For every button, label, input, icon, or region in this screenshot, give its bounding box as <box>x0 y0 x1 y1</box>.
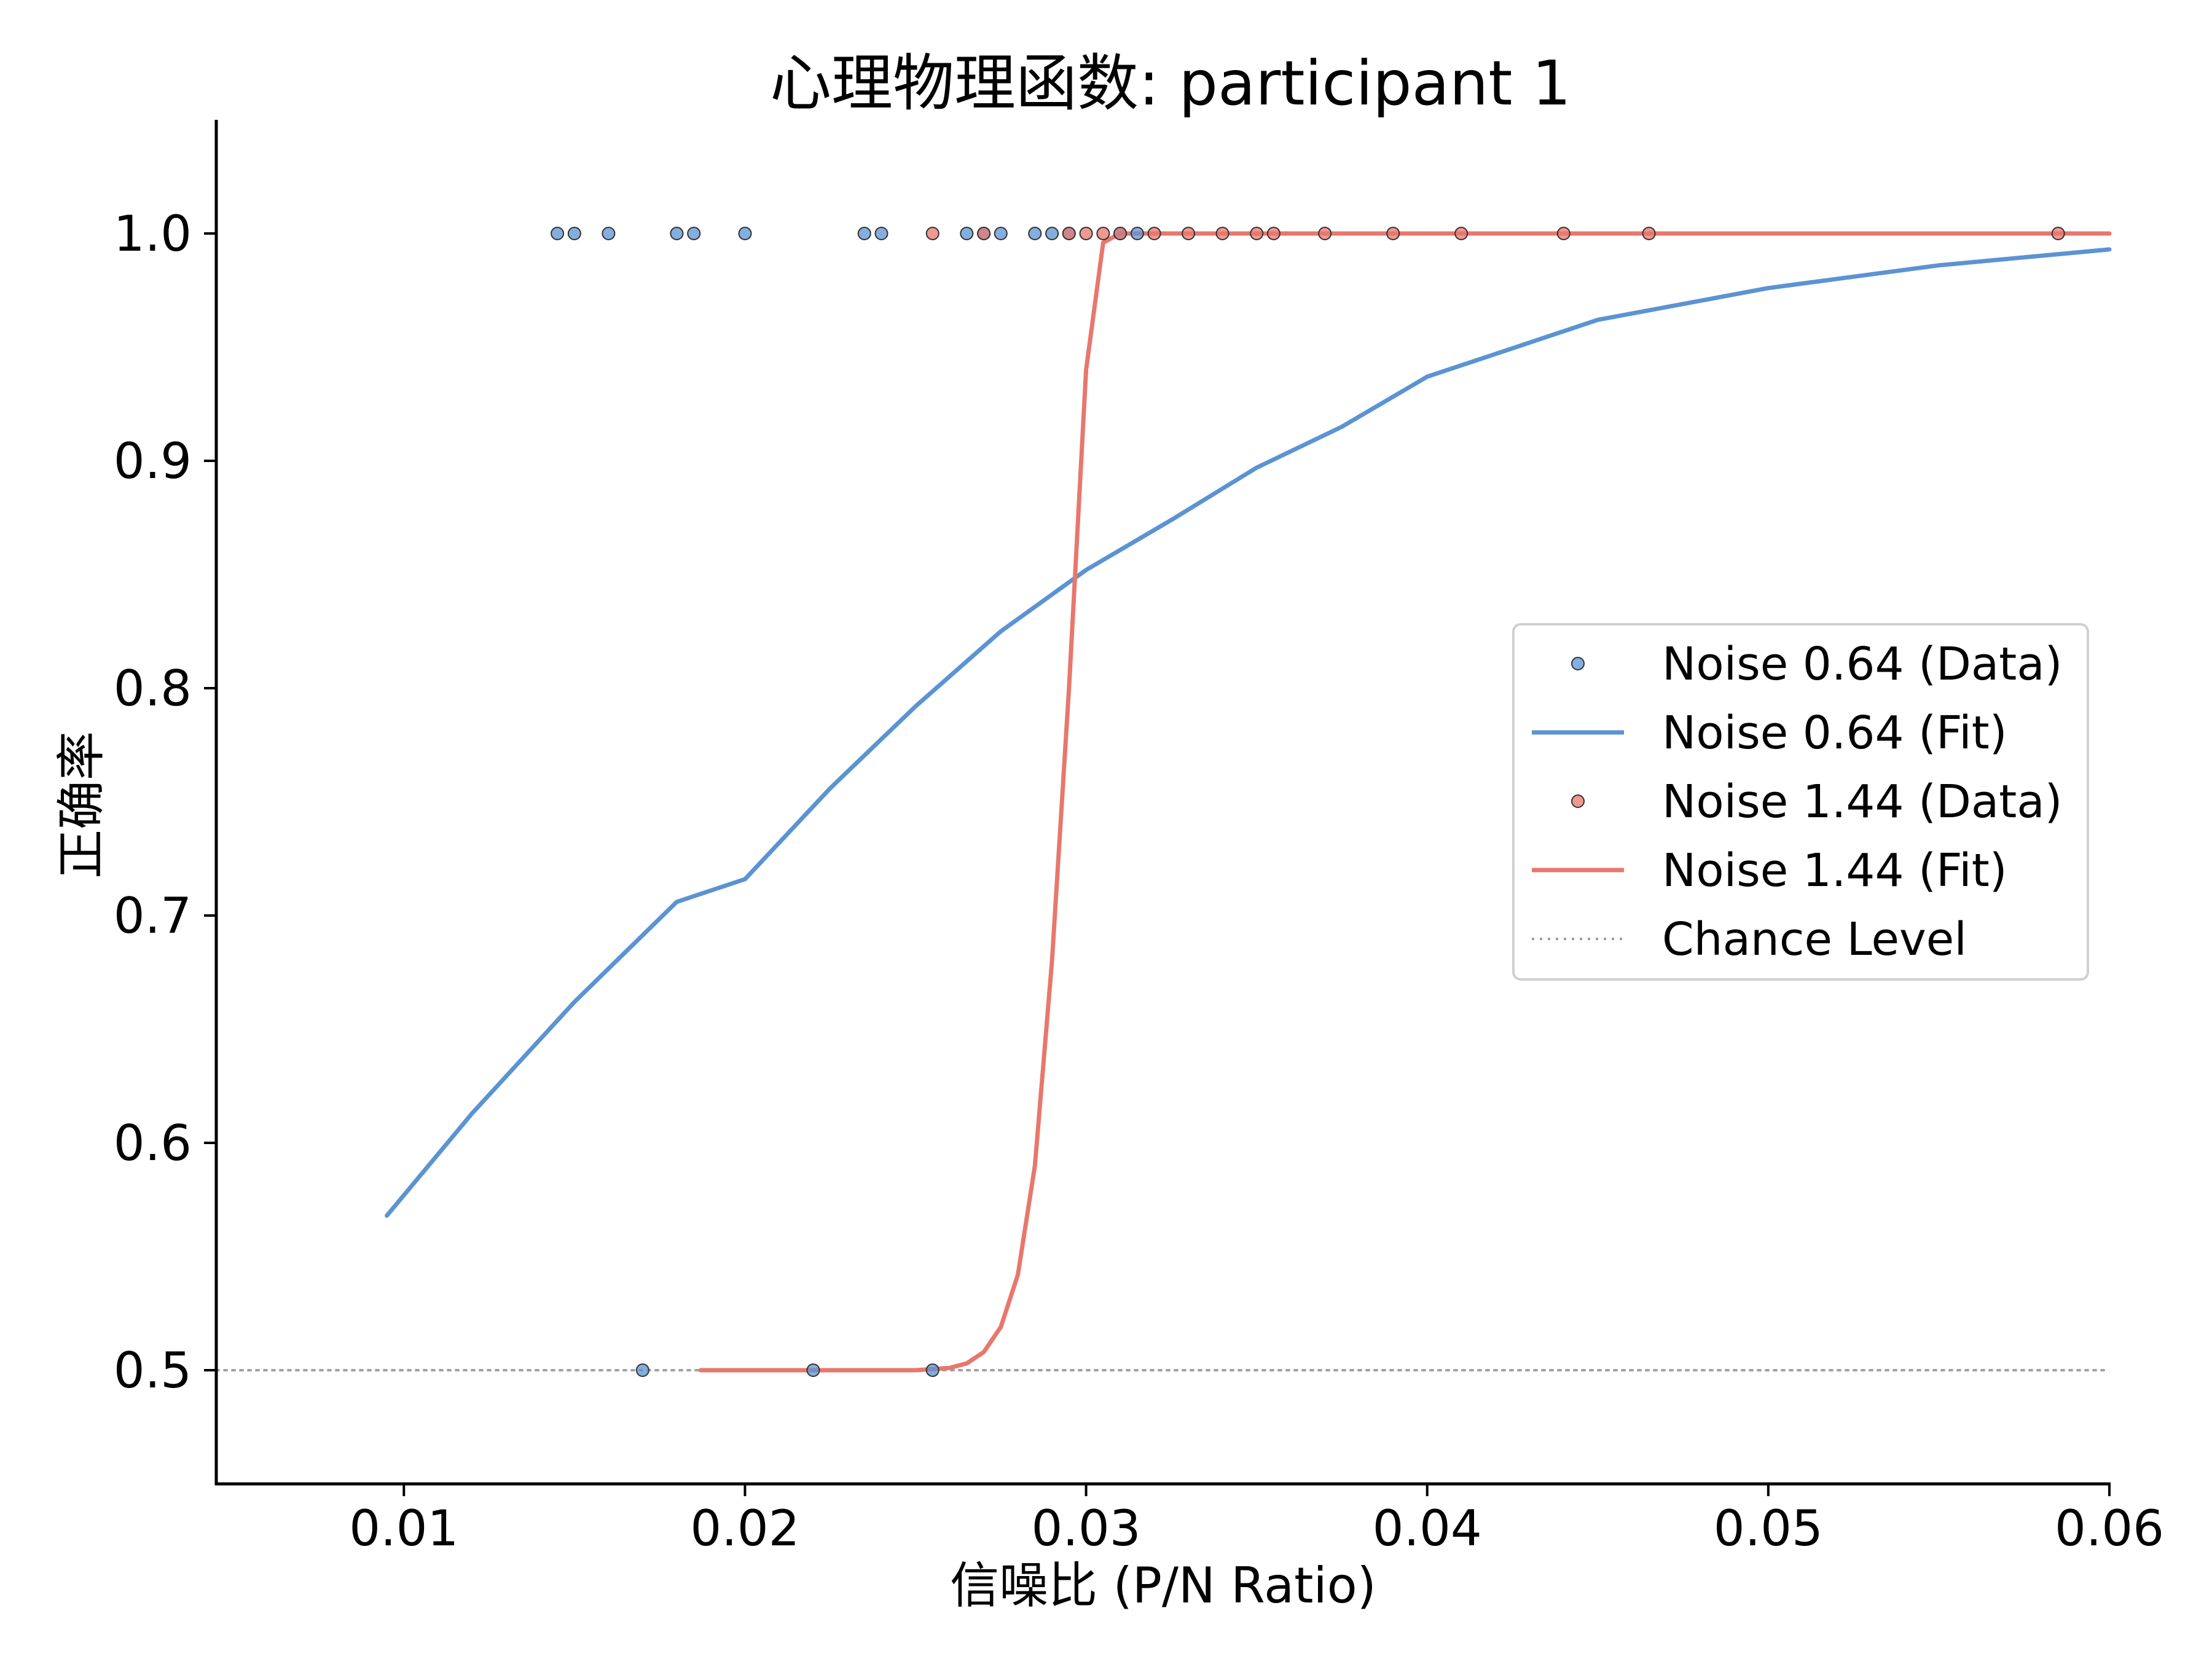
x-tick-label-3: 0.04 <box>1373 1500 1482 1557</box>
data-point-noise-0-64-data-4 <box>687 227 701 240</box>
plot-area <box>215 227 2112 1377</box>
data-point-noise-0-64-data-1 <box>567 227 581 240</box>
data-point-noise-1-44-data-11 <box>1318 227 1332 240</box>
data-point-noise-1-44-data-1 <box>977 227 991 240</box>
legend-label-2: Noise 1.44 (Data) <box>1662 775 2063 828</box>
data-point-noise-0-64-data-17 <box>806 1363 820 1377</box>
legend: Noise 0.64 (Data) Noise 0.64 (Fit) Noise 1… <box>1512 623 2089 981</box>
data-point-noise-0-64-data-15 <box>1130 227 1144 240</box>
data-points-layer <box>551 227 2065 1377</box>
series-line-noise-0-64-fit <box>385 247 2112 1218</box>
data-point-noise-0-64-data-5 <box>738 227 752 240</box>
y-tick-label-4: 0.9 <box>114 433 192 490</box>
data-point-noise-1-44-data-4 <box>1096 227 1110 240</box>
data-point-noise-0-64-data-18 <box>925 1363 939 1377</box>
data-point-noise-0-64-data-8 <box>960 227 974 240</box>
y-tick-label-2: 0.7 <box>114 887 192 944</box>
x-tick-label-2: 0.03 <box>1032 1500 1141 1557</box>
x-tick-label-5: 0.06 <box>2055 1500 2164 1557</box>
y-tick-label-3: 0.8 <box>114 660 192 717</box>
y-tick-label-0: 0.5 <box>114 1342 192 1399</box>
data-point-noise-1-44-data-0 <box>925 227 939 240</box>
y-tick-label-1: 0.6 <box>114 1115 192 1172</box>
data-point-noise-0-64-data-7 <box>874 227 888 240</box>
legend-marker-2 <box>1571 794 1585 808</box>
legend-label-1: Noise 0.64 (Fit) <box>1662 707 2007 759</box>
data-point-noise-1-44-data-14 <box>1556 227 1571 240</box>
data-point-noise-0-64-data-12 <box>1045 227 1059 240</box>
data-point-noise-1-44-data-15 <box>1642 227 1656 240</box>
legend-label-4: Chance Level <box>1662 913 1967 966</box>
data-point-noise-0-64-data-16 <box>635 1363 649 1377</box>
data-point-noise-0-64-data-0 <box>551 227 565 240</box>
data-point-noise-1-44-data-8 <box>1215 227 1230 240</box>
data-point-noise-1-44-data-12 <box>1386 227 1400 240</box>
x-axis-label: 信噪比 (P/N Ratio) <box>950 1557 1376 1614</box>
data-point-noise-1-44-data-9 <box>1250 227 1264 240</box>
data-point-noise-0-64-data-11 <box>1028 227 1042 240</box>
data-point-noise-0-64-data-10 <box>994 227 1008 240</box>
data-point-noise-0-64-data-2 <box>602 227 616 240</box>
x-tick-label-0: 0.01 <box>349 1500 458 1557</box>
x-axis-ticks: 0.01 0.02 0.03 0.04 0.05 0.06 <box>349 1484 2164 1557</box>
legend-marker-0 <box>1571 657 1585 670</box>
y-axis-ticks: 0.5 0.6 0.7 0.8 0.9 1.0 <box>114 205 216 1399</box>
data-point-noise-1-44-data-16 <box>2051 227 2065 240</box>
data-point-noise-1-44-data-3 <box>1079 227 1093 240</box>
legend-box <box>1512 623 2089 981</box>
legend-label-0: Noise 0.64 (Data) <box>1662 638 2063 691</box>
y-axis-label: 正确率 <box>53 731 110 879</box>
data-point-noise-1-44-data-10 <box>1266 227 1281 240</box>
data-point-noise-1-44-data-5 <box>1113 227 1128 240</box>
data-point-noise-1-44-data-2 <box>1062 227 1076 240</box>
x-tick-label-4: 0.05 <box>1714 1500 1823 1557</box>
chart-title: 心理物理函数: participant 1 <box>770 47 1571 119</box>
x-tick-label-1: 0.02 <box>690 1500 799 1557</box>
data-point-noise-0-64-data-3 <box>670 227 684 240</box>
data-point-noise-1-44-data-13 <box>1454 227 1469 240</box>
data-point-noise-0-64-data-6 <box>857 227 871 240</box>
legend-items: Noise 0.64 (Data) Noise 0.64 (Fit) Noise 1… <box>1532 638 2063 966</box>
data-point-noise-1-44-data-7 <box>1182 227 1196 240</box>
legend-label-3: Noise 1.44 (Fit) <box>1662 844 2007 897</box>
data-point-noise-1-44-data-6 <box>1147 227 1161 240</box>
y-tick-label-5: 1.0 <box>114 205 192 262</box>
